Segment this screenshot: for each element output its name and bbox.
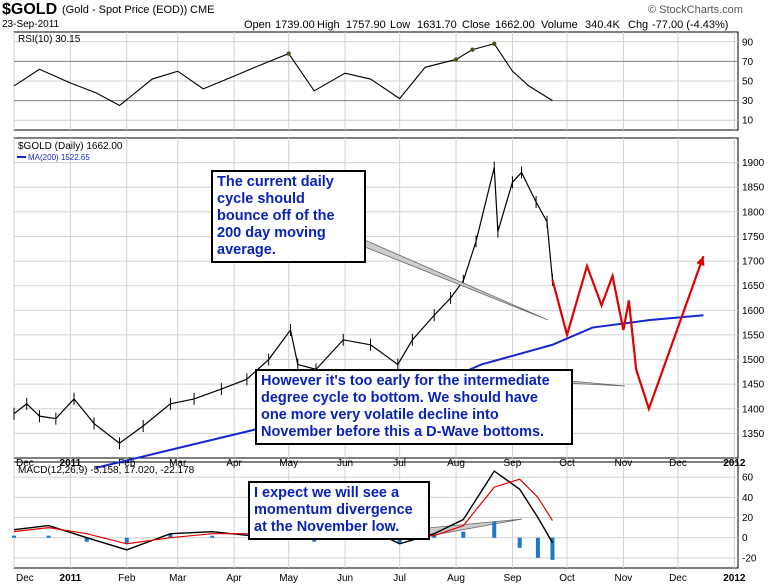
x-tick-label: 2012 xyxy=(723,458,746,469)
ma200-legend: MA(200) 1522.65 xyxy=(28,153,90,162)
x-tick-label: Aug xyxy=(447,573,465,584)
rsi-point xyxy=(492,41,497,46)
y-tick-label: 20 xyxy=(742,513,754,524)
close-value: 1662.00 xyxy=(495,19,535,31)
y-tick-label: 1400 xyxy=(742,404,765,415)
x-tick-label: Feb xyxy=(118,573,136,584)
y-tick-label: 0 xyxy=(742,533,748,544)
open-value: 1739.00 xyxy=(275,19,315,31)
x-tick-label: Jul xyxy=(393,573,406,584)
macd-histogram-bar xyxy=(46,535,51,538)
rsi-title: RSI(10) 30.15 xyxy=(18,34,81,45)
y-tick-label: 40 xyxy=(742,493,754,504)
low-value: 1631.70 xyxy=(417,19,457,31)
chg-label: Chg xyxy=(628,19,649,31)
rsi-line xyxy=(13,43,553,107)
macd-histogram-bar xyxy=(492,521,497,538)
callout-momentum: I expect we will see a momentum divergen… xyxy=(248,481,430,540)
chg-value: -77.00 (-4.43%) xyxy=(652,19,729,31)
x-tick-label: Jun xyxy=(337,458,353,469)
x-tick-label: 2011 xyxy=(60,458,82,469)
y-tick-label: 60 xyxy=(742,473,754,484)
callout-intermediate: However it's too early for the intermedi… xyxy=(255,369,573,445)
x-tick-label: Aug xyxy=(447,458,465,469)
source: © StockCharts.com xyxy=(648,4,743,16)
x-tick-label: Oct xyxy=(559,573,575,584)
macd-histogram-bar xyxy=(210,535,215,538)
y-tick-label: 70 xyxy=(742,57,754,68)
x-tick-label: May xyxy=(279,458,298,469)
x-tick-label: Nov xyxy=(614,458,632,469)
x-tick-label: Dec xyxy=(16,573,34,584)
y-tick-label: 90 xyxy=(742,37,754,48)
y-tick-label: 10 xyxy=(742,116,754,127)
x-tick-label: Mar xyxy=(169,573,187,584)
y-tick-label: 1550 xyxy=(742,330,765,341)
x-tick-label: Apr xyxy=(226,573,242,584)
projection-line xyxy=(551,255,705,413)
macd-histogram-bar xyxy=(397,537,402,544)
macd-histogram-bar xyxy=(432,535,437,538)
macd-histogram-bar xyxy=(517,537,522,548)
y-tick-label: 1500 xyxy=(742,355,765,366)
y-tick-label: 1600 xyxy=(742,306,765,317)
rsi-point xyxy=(470,47,475,52)
x-tick-label: Sep xyxy=(504,458,522,469)
low-label: Low xyxy=(390,19,411,31)
x-tick-label: Nov xyxy=(614,573,632,584)
x-tick-label: 2011 xyxy=(60,573,82,584)
volume-value: 340.4K xyxy=(585,19,620,31)
x-tick-label: May xyxy=(279,573,298,584)
x-tick-label: 2012 xyxy=(723,573,746,584)
open-label: Open xyxy=(244,19,271,31)
symbol: $GOLD xyxy=(2,1,58,18)
exchange: CME xyxy=(190,4,215,16)
macd-title: MACD(12,26,9) -5.158, 17.020, -22.178 xyxy=(18,465,195,476)
macd-histogram-bar xyxy=(84,537,89,542)
projection-arrowhead xyxy=(696,256,705,267)
x-tick-label: Jul xyxy=(393,458,406,469)
rsi-point xyxy=(453,57,459,62)
x-tick-label: Oct xyxy=(559,458,575,469)
y-tick-label: 1750 xyxy=(742,232,765,243)
x-tick-label: Apr xyxy=(226,458,242,469)
y-tick-label: -20 xyxy=(742,553,757,564)
macd-histogram-bar xyxy=(12,535,16,538)
macd-histogram-bar xyxy=(124,537,129,544)
x-tick-label: Feb xyxy=(118,458,136,469)
price-title: $GOLD (Daily) 1662.00 xyxy=(18,141,123,152)
y-tick-label: 1700 xyxy=(742,257,765,268)
x-tick-label: Dec xyxy=(16,458,34,469)
macd-histogram-bar xyxy=(461,531,466,538)
x-tick-label: Dec xyxy=(669,458,687,469)
volume-label: Volume xyxy=(541,19,578,31)
x-tick-label: Dec xyxy=(669,573,687,584)
y-tick-label: 1650 xyxy=(742,281,765,292)
y-tick-label: 50 xyxy=(742,77,754,88)
callout-daily-cycle: The current daily cycle should bounce of… xyxy=(211,170,366,263)
y-tick-label: 1450 xyxy=(742,380,765,391)
high-label: High xyxy=(317,19,340,31)
y-tick-label: 1850 xyxy=(742,183,765,194)
x-tick-label: Sep xyxy=(504,573,522,584)
description: (Gold - Spot Price (EOD)) xyxy=(62,4,188,16)
y-tick-label: 1900 xyxy=(742,158,765,169)
macd-histogram-bar xyxy=(550,537,555,560)
y-tick-label: 30 xyxy=(742,96,754,107)
close-label: Close xyxy=(462,19,491,31)
date: 23-Sep-2011 xyxy=(2,19,60,30)
macd-histogram-bar xyxy=(168,533,173,538)
y-tick-label: 1350 xyxy=(742,429,765,440)
x-tick-label: Jun xyxy=(337,573,353,584)
rsi-point xyxy=(286,51,291,56)
macd-histogram-bar xyxy=(535,537,540,558)
high-value: 1757.90 xyxy=(346,19,386,31)
x-tick-label: Mar xyxy=(169,458,187,469)
y-tick-label: 1800 xyxy=(742,207,765,218)
